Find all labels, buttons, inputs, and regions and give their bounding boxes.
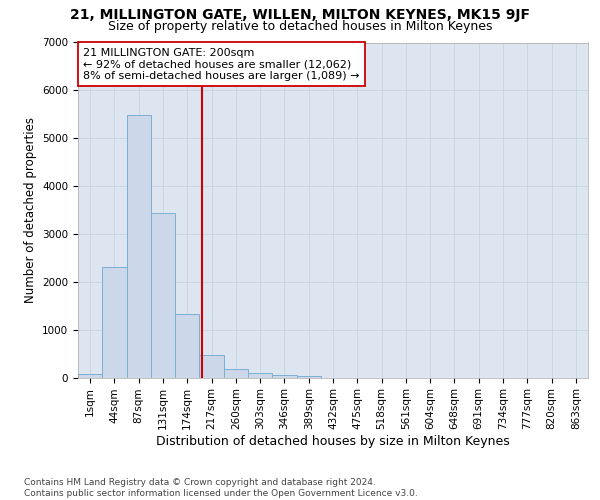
Bar — [248, 372, 272, 378]
Bar — [151, 214, 175, 378]
Bar — [175, 314, 199, 378]
Text: 21, MILLINGTON GATE, WILLEN, MILTON KEYNES, MK15 9JF: 21, MILLINGTON GATE, WILLEN, MILTON KEYN… — [70, 8, 530, 22]
Bar — [199, 356, 224, 378]
Bar — [127, 115, 151, 378]
Bar — [272, 374, 296, 378]
X-axis label: Distribution of detached houses by size in Milton Keynes: Distribution of detached houses by size … — [156, 435, 510, 448]
Bar — [102, 268, 127, 378]
Y-axis label: Number of detached properties: Number of detached properties — [23, 117, 37, 303]
Text: Contains HM Land Registry data © Crown copyright and database right 2024.
Contai: Contains HM Land Registry data © Crown c… — [24, 478, 418, 498]
Bar — [224, 370, 248, 378]
Bar — [78, 374, 102, 378]
Text: 21 MILLINGTON GATE: 200sqm
← 92% of detached houses are smaller (12,062)
8% of s: 21 MILLINGTON GATE: 200sqm ← 92% of deta… — [83, 48, 359, 80]
Bar — [296, 376, 321, 378]
Text: Size of property relative to detached houses in Milton Keynes: Size of property relative to detached ho… — [108, 20, 492, 33]
